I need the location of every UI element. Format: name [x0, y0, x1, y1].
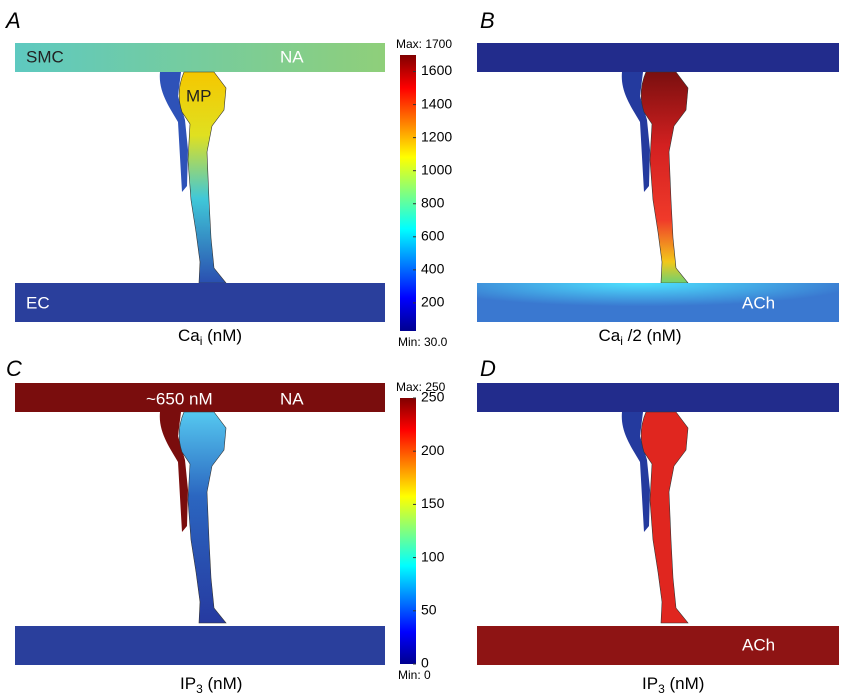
panel: B ACh Cai /2 (nM): [477, 8, 839, 348]
tick-label: 600: [421, 227, 445, 243]
ec-layer: [15, 283, 385, 322]
caption: IP3 (nM): [180, 674, 242, 694]
colorbar-min: Min: 30.0: [398, 335, 448, 349]
panel-letter: A: [4, 8, 21, 33]
caption-sub: 3: [196, 682, 203, 694]
tick-label: 150: [421, 495, 445, 511]
tick-label: 1000: [421, 161, 452, 177]
tick-label: 1400: [421, 95, 452, 111]
panel-letter: B: [480, 8, 495, 33]
caption: Cai (nM): [178, 326, 242, 348]
tick-label: 50: [421, 602, 437, 618]
colorbar-min: Min: 0: [398, 668, 431, 682]
tick-label: 800: [421, 194, 445, 210]
label: EC: [26, 293, 50, 312]
smc-layer: [477, 43, 839, 72]
ec-layer: [477, 283, 839, 322]
caption-sub: i: [200, 334, 203, 348]
caption: IP3 (nM): [642, 674, 704, 694]
panel: C ~650 nM NA IP3 (nM): [6, 356, 385, 696]
caption-text: Ca: [178, 326, 200, 345]
caption-text: (nM): [202, 326, 242, 345]
label: ACh: [742, 293, 775, 312]
label: NA: [280, 47, 304, 66]
label: ACh: [742, 635, 775, 654]
smc-layer: [477, 383, 839, 412]
caption: Cai /2 (nM): [599, 326, 682, 348]
panel: D ACh IP3 (nM): [477, 356, 839, 696]
colorbar-max: Max: 250: [396, 380, 446, 394]
colorbar: [400, 55, 416, 331]
ec-layer: [477, 626, 839, 665]
colorbar: [400, 398, 416, 664]
label: NA: [280, 389, 304, 408]
tick-label: 100: [421, 548, 445, 564]
caption-text: Ca: [599, 326, 621, 345]
caption-sub: 3: [658, 682, 665, 694]
caption-text: (nM): [203, 674, 243, 693]
panel-letter: C: [6, 356, 22, 381]
tick-label: 1200: [421, 128, 452, 144]
caption-text: IP: [642, 674, 658, 693]
tick-label: 200: [421, 442, 445, 458]
caption-text: (nM): [665, 674, 705, 693]
tick-label: 0: [421, 655, 429, 671]
label: ~650 nM: [146, 389, 213, 408]
panel-letter: D: [480, 356, 496, 381]
ec-layer: [15, 626, 385, 665]
caption-text: IP: [180, 674, 196, 693]
tick-label: 200: [421, 294, 445, 310]
caption-text: /2 (nM): [623, 326, 682, 345]
smc-layer: [15, 383, 385, 412]
tick-label: 400: [421, 261, 445, 277]
smc-layer: [15, 43, 385, 72]
tick-label: 250: [421, 389, 445, 405]
label: MP: [186, 86, 212, 105]
colorbar-max: Max: 1700: [396, 37, 452, 51]
label: SMC: [26, 47, 64, 66]
caption-sub: i: [620, 334, 623, 348]
tick-label: 1600: [421, 62, 452, 78]
